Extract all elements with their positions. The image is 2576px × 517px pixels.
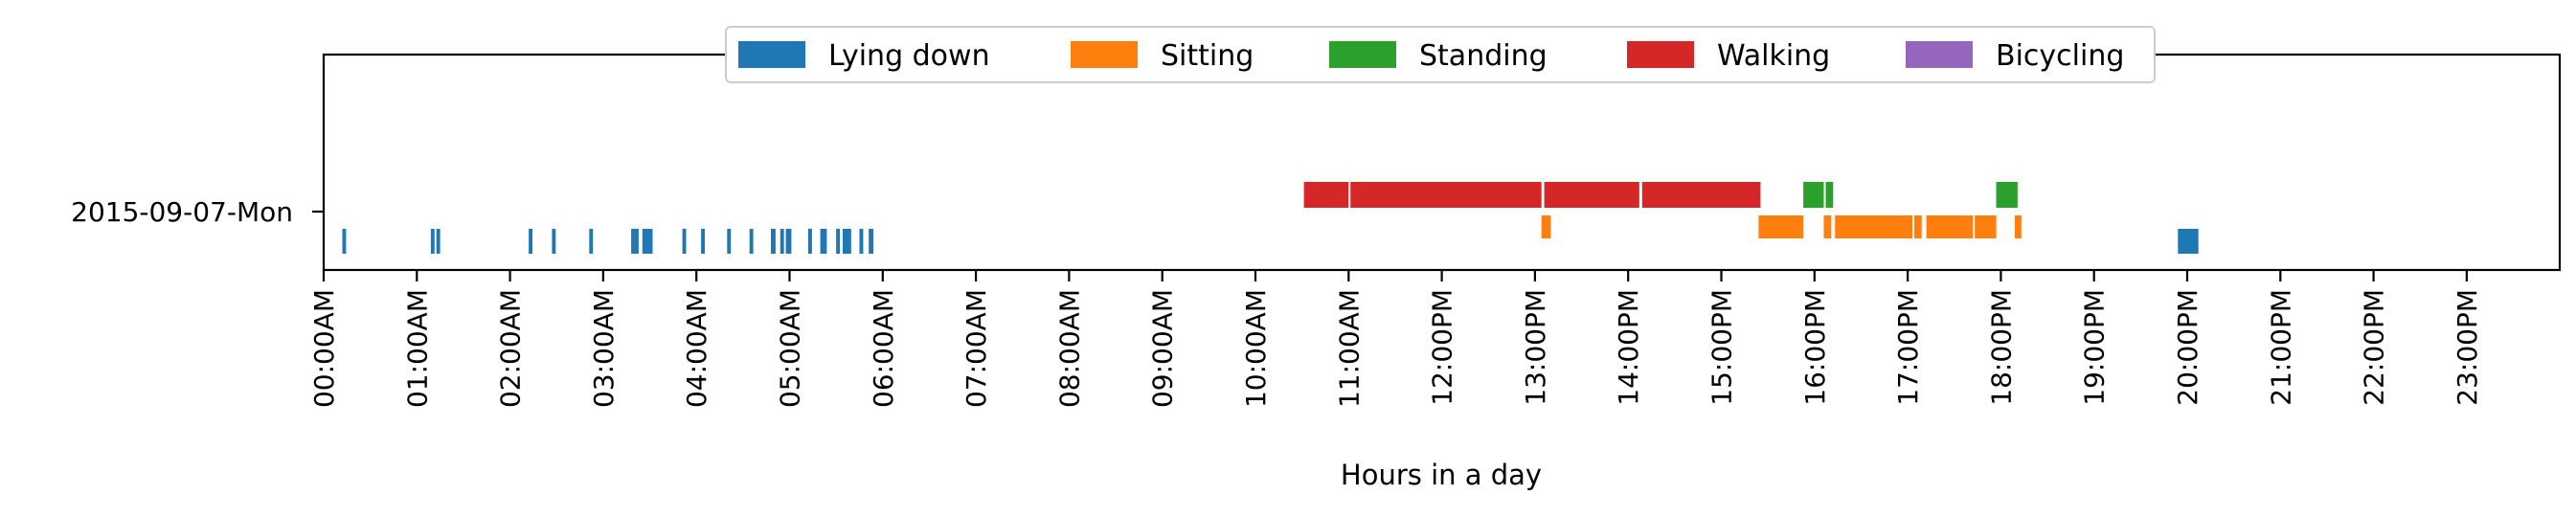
x-tick-label: 05:00AM	[775, 289, 806, 408]
x-tick-label: 13:00PM	[1520, 289, 1551, 406]
activity-bars	[342, 182, 2199, 254]
activity-bar-lying-down	[552, 229, 556, 254]
legend-swatch-walking	[1627, 41, 1694, 68]
x-tick-label: 02:00AM	[495, 289, 527, 408]
activity-bar-lying-down	[682, 229, 687, 254]
activity-bar-lying-down	[436, 229, 441, 254]
activity-bar-lying-down	[859, 229, 864, 254]
y-tick-label: 2015-09-07-Mon	[71, 196, 293, 228]
activity-bar-lying-down	[2178, 229, 2199, 254]
legend-swatch-standing	[1329, 41, 1396, 68]
legend-swatch-lying-down	[738, 41, 805, 68]
legend-label: Bicycling	[1996, 39, 2124, 73]
x-axis-ticks: 00:00AM 01:00AM 02:00AM 03:00AM 04:00AM 05:00…	[308, 270, 2483, 408]
activity-bar-standing	[1996, 182, 2018, 208]
x-tick-label: 03:00AM	[588, 289, 620, 408]
x-tick-label: 21:00PM	[2265, 289, 2296, 406]
activity-bar-sitting	[1758, 215, 1804, 238]
legend-label: Standing	[1419, 39, 1548, 73]
activity-bar-standing	[1825, 182, 1834, 208]
activity-bar-lying-down	[808, 229, 812, 254]
x-tick-label: 00:00AM	[308, 289, 340, 408]
plot-area	[324, 55, 2560, 270]
legend-swatch-sitting	[1071, 41, 1138, 68]
activity-bar-lying-down	[631, 229, 639, 254]
activity-bar-walking	[1641, 182, 1761, 208]
activity-bar-lying-down	[749, 229, 754, 254]
activity-bar-lying-down	[342, 229, 347, 254]
activity-bar-lying-down	[869, 229, 874, 254]
activity-bar-standing	[1803, 182, 1824, 208]
activity-bar-sitting	[1975, 215, 1997, 238]
x-tick-label: 08:00AM	[1053, 289, 1085, 408]
activity-bar-lying-down	[836, 229, 840, 254]
x-tick-label: 07:00AM	[960, 289, 992, 408]
x-tick-label: 04:00AM	[681, 289, 712, 408]
activity-bar-sitting	[1823, 215, 1832, 238]
x-tick-label: 18:00PM	[1985, 289, 2017, 406]
legend-label: Walking	[1717, 39, 1830, 73]
activity-bar-lying-down	[430, 229, 435, 254]
activity-bar-lying-down	[727, 229, 732, 254]
activity-bar-walking	[1303, 182, 1349, 208]
legend-label: Lying down	[828, 39, 990, 73]
x-tick-label: 11:00AM	[1333, 289, 1365, 408]
x-tick-label: 20:00PM	[2172, 289, 2203, 406]
legend: Lying down Sitting Standing Walking Bicyclin…	[725, 26, 2156, 83]
x-tick-label: 14:00PM	[1613, 289, 1644, 406]
activity-bar-lying-down	[529, 229, 532, 254]
activity-bar-lying-down	[820, 229, 827, 254]
x-tick-label: 01:00AM	[401, 289, 433, 408]
legend-frame	[725, 26, 2156, 83]
activity-bar-lying-down	[843, 229, 851, 254]
activity-bar-lying-down	[701, 229, 705, 254]
activity-bar-sitting	[1835, 215, 1912, 238]
x-axis-title: Hours in a day	[1341, 459, 1542, 491]
activity-bar-sitting	[1926, 215, 1974, 238]
activity-bar-walking	[1350, 182, 1542, 208]
activity-bar-lying-down	[785, 229, 792, 254]
x-tick-label: 09:00AM	[1147, 289, 1179, 408]
activity-bar-lying-down	[642, 229, 653, 254]
x-tick-label: 23:00PM	[2452, 289, 2483, 406]
x-tick-label: 15:00PM	[1706, 289, 1738, 406]
x-tick-label: 19:00PM	[2079, 289, 2111, 406]
legend-swatch-bicycling	[1906, 41, 1973, 68]
activity-bar-sitting	[1913, 215, 1922, 238]
x-tick-label: 17:00PM	[1892, 289, 1924, 406]
x-tick-label: 06:00AM	[868, 289, 899, 408]
activity-bar-lying-down	[771, 229, 776, 254]
activity-bar-lying-down	[780, 229, 784, 254]
legend-label: Sitting	[1161, 39, 1254, 73]
activity-bar-sitting	[1541, 215, 1551, 238]
activity-bar-lying-down	[589, 229, 594, 254]
activity-bar-sitting	[2015, 215, 2022, 238]
x-tick-label: 22:00PM	[2359, 289, 2390, 406]
x-tick-label: 16:00PM	[1799, 289, 1831, 406]
activity-bar-walking	[1544, 182, 1639, 208]
x-tick-label: 10:00AM	[1240, 289, 1272, 408]
x-tick-label: 12:00PM	[1427, 289, 1458, 406]
